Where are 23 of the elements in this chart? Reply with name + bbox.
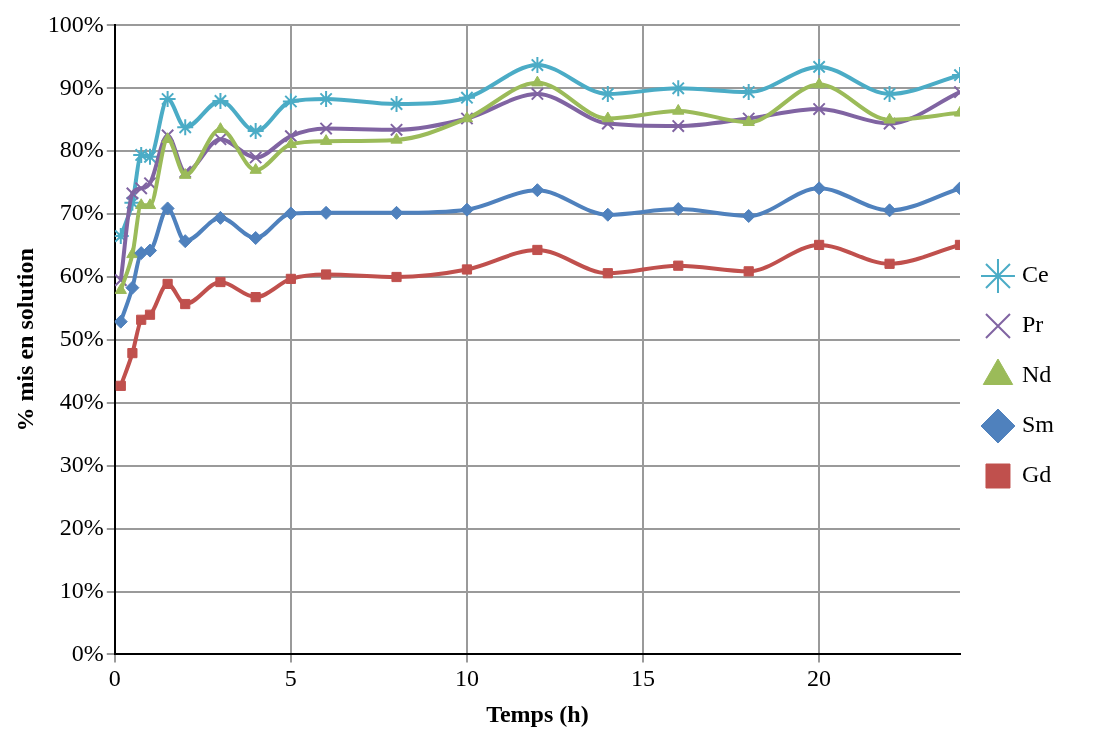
y-tick-label: 10% [59,576,104,603]
y-tick-label: 80% [59,136,104,163]
y-tick-label: 100% [47,10,104,37]
y-tick-label: 50% [59,325,104,352]
y-tick-label: 70% [59,199,104,226]
legend-label: Ce [1021,261,1049,288]
x-tick-label: 5 [284,665,297,692]
y-tick-label: 0% [71,639,104,666]
y-tick-label: 20% [59,513,104,540]
x-tick-label: 0 [108,665,121,692]
x-tick-label: 20 [807,665,832,692]
y-tick-label: 90% [59,73,104,100]
x-tick-label: 15 [631,665,656,692]
legend-label: Nd [1021,361,1052,388]
y-tick-label: 30% [59,451,104,477]
y-tick-label: 60% [59,262,104,289]
legend-label: Pr [1021,311,1044,338]
y-tick-label: 40% [59,388,104,415]
legend-label: Gd [1021,461,1052,488]
x-axis-title: Temps (h) [486,700,589,727]
x-tick-label: 10 [454,665,479,692]
y-axis-title: % mis en solution [11,248,38,432]
legend-label: Sm [1021,411,1055,438]
